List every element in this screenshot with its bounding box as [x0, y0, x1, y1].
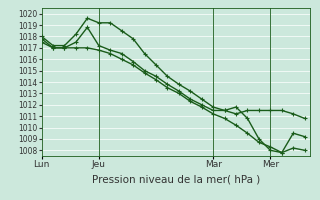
X-axis label: Pression niveau de la mer( hPa ): Pression niveau de la mer( hPa )	[92, 175, 260, 185]
